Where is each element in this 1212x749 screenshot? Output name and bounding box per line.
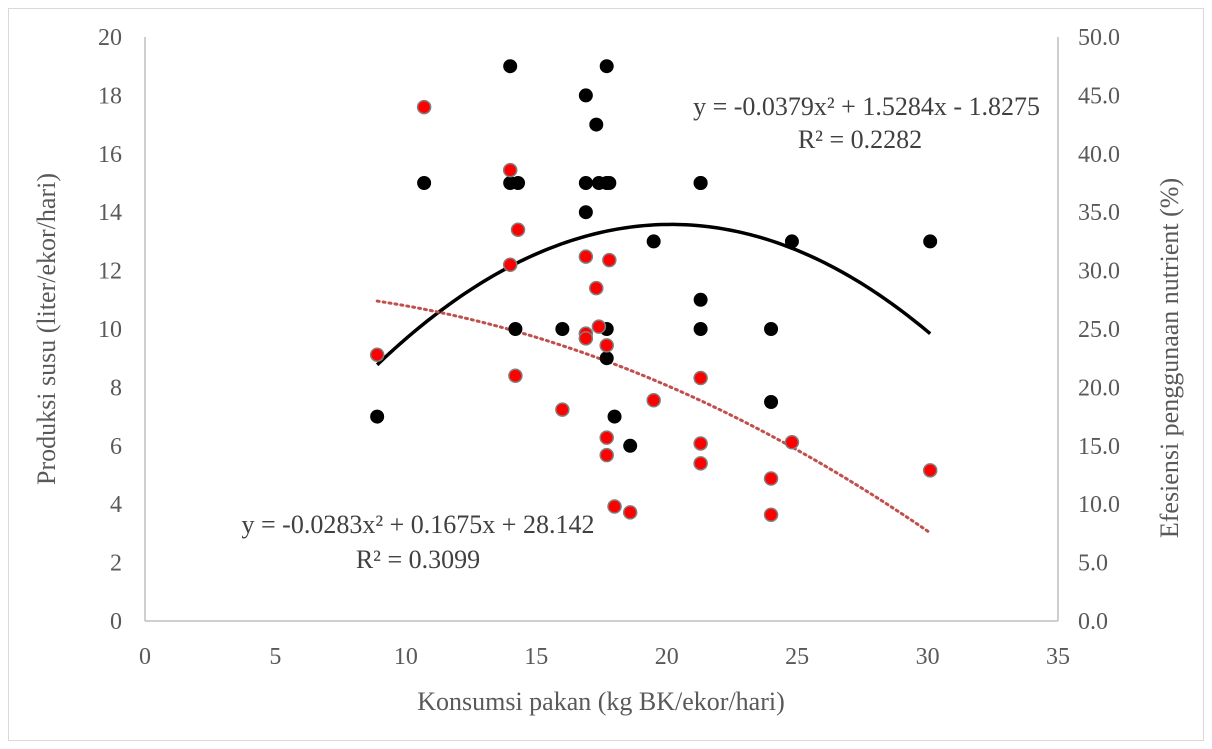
data-point-black — [578, 176, 593, 190]
data-point-red — [502, 257, 518, 273]
trendline-r2-black: R² = 0.2282 — [798, 125, 922, 154]
data-point-red — [693, 456, 708, 471]
data-point-red — [555, 402, 570, 417]
y-right-tick-label: 50.0 — [1078, 25, 1120, 51]
y-left-tick-label: 12 — [98, 259, 122, 285]
y-right-tick-label: 0.0 — [1078, 609, 1108, 635]
data-point-red — [763, 507, 779, 522]
y-left-tick-label: 2 — [110, 551, 122, 577]
data-point-black — [599, 351, 614, 366]
y-left-tick-label: 20 — [98, 25, 122, 51]
x-tick-label: 5 — [269, 644, 281, 670]
series-efficiency-points — [369, 99, 938, 522]
data-point-red — [599, 338, 614, 353]
data-point-black — [599, 59, 614, 74]
trendline-red — [375, 299, 932, 535]
trendline-equation-red: y = -0.0283x² + 0.1675x + 28.142 — [242, 510, 595, 539]
y-left-tick-label: 10 — [98, 317, 122, 343]
data-point-red — [416, 99, 432, 115]
x-tick-label: 20 — [655, 644, 679, 670]
y-right-tick-label: 20.0 — [1078, 375, 1120, 401]
data-point-red — [599, 430, 614, 445]
data-point-black — [370, 409, 385, 424]
x-tick-label: 15 — [524, 644, 548, 670]
data-point-black — [923, 234, 938, 249]
trendlines — [375, 222, 932, 535]
data-point-black — [693, 322, 708, 336]
y-left-tick-label: 18 — [98, 83, 122, 109]
y-right-tick-label: 15.0 — [1078, 434, 1120, 460]
series-milk-production-points — [370, 59, 938, 453]
data-point-red — [578, 331, 594, 346]
data-point-black — [764, 322, 779, 336]
y-right-tick-label: 25.0 — [1078, 317, 1120, 343]
y-right-tick-label: 40.0 — [1078, 142, 1120, 168]
data-point-black — [555, 322, 570, 336]
data-point-red — [622, 505, 638, 520]
x-tick-label: 0 — [139, 644, 151, 670]
data-point-red — [922, 463, 938, 478]
data-point-black — [417, 176, 432, 190]
data-point-red — [784, 435, 800, 450]
data-point-black — [623, 438, 638, 453]
trendline-r2-red: R² = 0.3099 — [356, 545, 480, 574]
y-left-tick-label: 4 — [110, 492, 122, 518]
y-left-tick-label: 0 — [110, 609, 122, 635]
y-right-tick-label: 5.0 — [1078, 551, 1108, 577]
y-axis-left-title: Produksi susu (liter/ekor/hari) — [32, 173, 61, 485]
data-point-black — [693, 292, 708, 307]
data-point-red — [591, 319, 607, 334]
data-point-red — [602, 252, 617, 268]
chart-frame — [8, 8, 1204, 741]
data-point-red — [508, 368, 523, 383]
data-point-red — [369, 347, 385, 362]
data-point-red — [693, 370, 708, 386]
data-point-red — [763, 471, 779, 486]
y-left-tick-label: 14 — [98, 200, 122, 226]
y-left-tick-labels: 0 2 4 6 8 10 12 14 16 18 20 — [98, 25, 122, 635]
data-point-red — [646, 392, 661, 408]
data-point-red — [589, 280, 604, 296]
y-axis-right-title: Efesiensi penggunaan nutrient (%) — [1155, 178, 1184, 538]
x-tick-labels: 0 5 10 15 20 25 30 35 — [139, 644, 1070, 670]
x-tick-label: 30 — [916, 644, 940, 670]
trendline-equation-black: y = -0.0379x² + 1.5284x - 1.8275 — [693, 92, 1040, 121]
data-point-red — [510, 222, 526, 237]
x-tick-label: 10 — [394, 644, 418, 670]
data-point-red — [599, 447, 614, 463]
y-right-tick-labels: 0.0 5.0 10.0 15.0 20.0 25.0 30.0 35.0 40.0 45.0 50… — [1078, 25, 1120, 635]
x-axis-title: Konsumsi pakan (kg BK/ekor/hari) — [417, 687, 785, 716]
trendline-black — [375, 222, 932, 367]
data-point-black — [764, 395, 779, 409]
data-point-black — [602, 176, 617, 190]
x-tick-label: 35 — [1046, 644, 1070, 670]
data-point-black — [607, 409, 622, 424]
y-left-tick-label: 6 — [110, 434, 122, 460]
data-point-black — [646, 234, 661, 249]
y-right-tick-label: 30.0 — [1078, 259, 1120, 285]
data-point-black — [503, 59, 518, 74]
y-left-tick-label: 8 — [110, 375, 122, 401]
data-point-black — [508, 322, 523, 336]
x-tick-label: 25 — [785, 644, 809, 670]
data-point-black — [578, 88, 593, 103]
y-right-tick-label: 35.0 — [1078, 200, 1120, 226]
data-point-black — [589, 117, 604, 132]
data-point-black — [784, 234, 799, 249]
y-right-tick-label: 45.0 — [1078, 83, 1120, 109]
data-point-red — [578, 249, 594, 264]
data-point-red — [693, 436, 708, 451]
data-point-red — [502, 162, 518, 178]
data-point-black — [578, 205, 593, 220]
y-right-tick-label: 10.0 — [1078, 492, 1120, 518]
data-point-black — [511, 176, 526, 190]
data-point-red — [607, 499, 622, 514]
y-left-tick-label: 16 — [98, 142, 122, 168]
data-point-black — [693, 176, 708, 190]
